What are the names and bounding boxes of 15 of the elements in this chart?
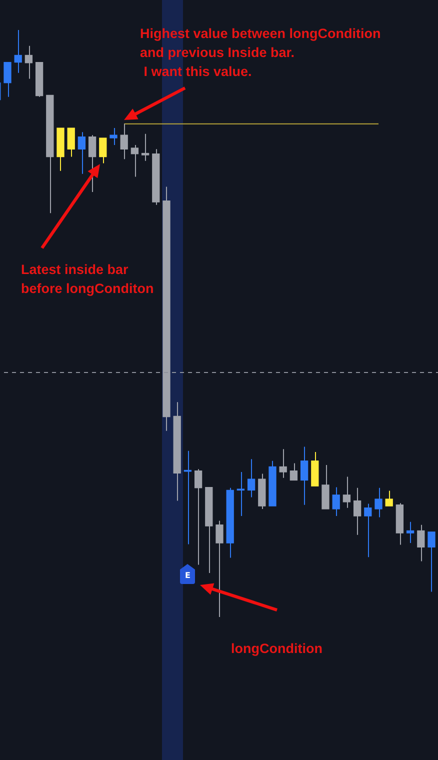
text: longCondition: [231, 640, 322, 658]
candlestick: [236, 472, 245, 517]
candlestick: [184, 450, 192, 545]
candlestick: [4, 62, 12, 98]
annotation: E: [185, 570, 190, 580]
candlestick: [216, 520, 224, 618]
candlestick: [428, 531, 436, 592]
candlestick: [374, 487, 382, 518]
candlestick: [56, 128, 64, 172]
candlestick: [162, 186, 170, 432]
candlestick: [110, 128, 118, 146]
annotation: Latest inside bar before longConditon: [21, 260, 154, 298]
candlestick: [322, 464, 330, 510]
candlestick: [268, 460, 276, 507]
annotation: Highest value between longCondition and previous Inside bar. I want this value.: [140, 24, 381, 80]
